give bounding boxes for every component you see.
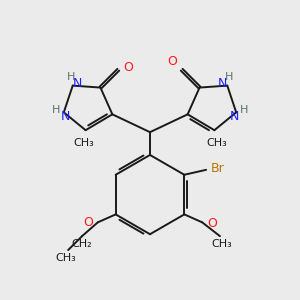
Text: CH₃: CH₃ bbox=[56, 253, 76, 263]
Text: CH₃: CH₃ bbox=[206, 138, 227, 148]
Text: H: H bbox=[225, 72, 233, 82]
Text: O: O bbox=[123, 61, 133, 74]
Text: N: N bbox=[230, 110, 239, 123]
Text: Br: Br bbox=[211, 162, 225, 175]
Text: H: H bbox=[52, 105, 60, 116]
Text: N: N bbox=[61, 110, 70, 123]
Text: O: O bbox=[83, 216, 93, 229]
Text: H: H bbox=[240, 105, 248, 116]
Text: N: N bbox=[73, 77, 82, 90]
Text: CH₃: CH₃ bbox=[73, 138, 94, 148]
Text: CH₂: CH₂ bbox=[72, 239, 92, 249]
Text: CH₃: CH₃ bbox=[212, 239, 232, 249]
Text: O: O bbox=[167, 55, 177, 68]
Text: N: N bbox=[218, 77, 227, 90]
Text: O: O bbox=[207, 217, 217, 230]
Text: H: H bbox=[67, 72, 75, 82]
